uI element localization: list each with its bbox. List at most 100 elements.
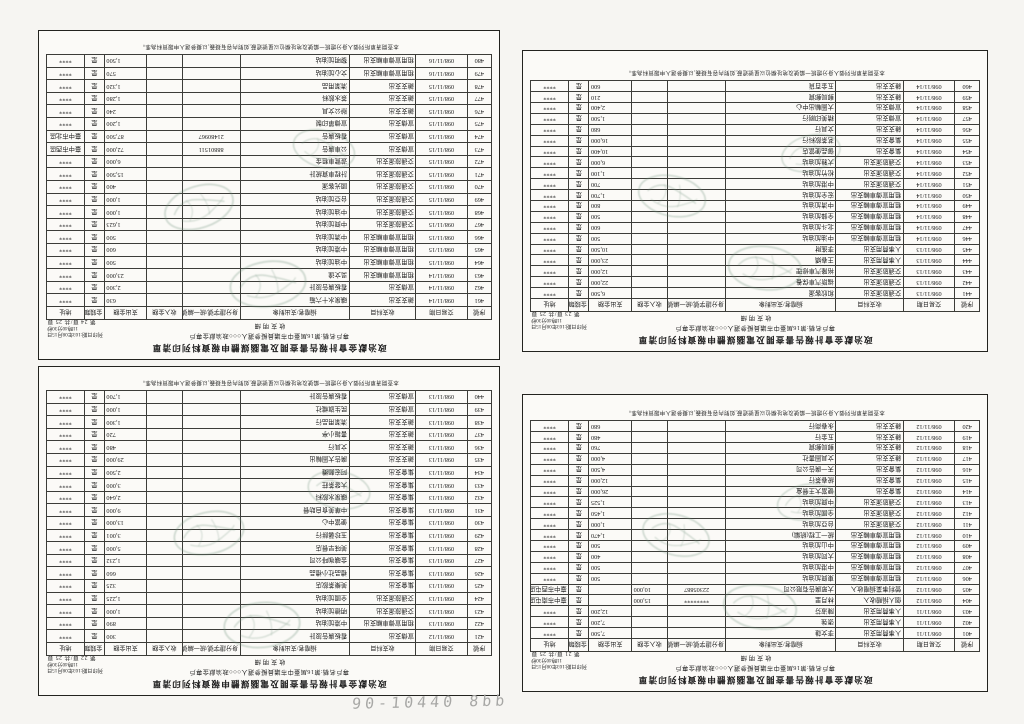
cell-money-type: 是: [84, 592, 105, 605]
ledger-row: 463 098/11/14 租用宣傳車輛支出 吳文達 23,000 是 ****: [46, 268, 492, 282]
cell-date: 098/11/13: [415, 415, 468, 429]
cell-address: ****: [530, 518, 569, 530]
cell-serial: 449: [954, 200, 980, 212]
cell-address: ****: [530, 265, 569, 277]
cell-income: [631, 431, 668, 443]
cell-category: 租用宣傳車輛支出: [835, 222, 904, 234]
col-header-payee: 捐贈者/支出對象: [240, 642, 350, 656]
cell-date: 098/11/13: [415, 390, 468, 404]
cell-category: 人事費用支出: [835, 244, 904, 255]
cell-category: 雜支支出: [349, 105, 416, 118]
cell-income: [146, 415, 183, 429]
col-header-income: 收入金額: [146, 642, 183, 656]
ledger-header-row: 序號 交易日期 收支科目 捐贈者/支出對象 身分證字號/統一編號 收入金額 支出金額 金錢類地…: [530, 298, 980, 312]
disclaimer-note: 本查閱清單所列個人身分證統一編號及地址欄位以星號遮蔽,如對內容有疑義,以擬參選人…: [139, 379, 399, 386]
cell-date: 098/11/13: [415, 503, 468, 517]
cell-category: 交通旅運支出: [349, 193, 416, 206]
cell-payee: 中港加油站: [240, 617, 350, 630]
cell-address: ****: [530, 540, 569, 552]
cell-money-type: 是: [84, 243, 105, 257]
cell-payee: 文心加油站: [240, 67, 350, 80]
cell-address: 臺中市南屯區: [530, 594, 569, 606]
cell-money-type: 是: [568, 551, 589, 563]
ledger-row: 467 098/11/15 交通旅運支出 中興加油站 1,623 是 ****: [46, 218, 492, 231]
cell-uid: [182, 453, 241, 467]
cell-serial: 465: [467, 243, 492, 257]
cell-uid: [182, 617, 241, 630]
cell-serial: 439: [467, 403, 492, 416]
cell-category: 交通旅運支出: [349, 155, 416, 168]
cell-income: [146, 554, 183, 567]
cell-address: ****: [530, 91, 569, 103]
col-header-serial: 序號: [954, 298, 980, 312]
cell-expense: 240: [104, 105, 147, 118]
cell-payee: 張強: [725, 616, 836, 628]
cell-date: 098/11/14: [903, 102, 955, 114]
ledger-row: 430 098/11/13 集會支出 便當中心 13,000 是 ****: [46, 516, 492, 530]
cell-date: 098/11/15: [415, 205, 468, 219]
cell-payee: 大雅加油站: [725, 156, 836, 168]
cell-uid: [182, 428, 241, 441]
cell-income: [146, 579, 183, 593]
cell-expense: 1,700: [588, 189, 632, 201]
ledger-header-row: 序號 交易日期 收支科目 捐贈者/支出對象 身分證字號/統一編號 收入金額 支出金額 金錢類地…: [530, 638, 980, 652]
cell-category: 集會支出: [349, 566, 416, 580]
cell-money-type: 是: [568, 222, 589, 234]
cell-money-type: 是: [84, 281, 105, 294]
cell-serial: 414: [954, 486, 980, 497]
cell-serial: 421: [467, 629, 492, 643]
cell-payee: 黎明加油站: [240, 54, 350, 68]
cell-expense: 500: [104, 256, 147, 269]
cell-money-type: 是: [84, 67, 105, 80]
cell-uid: [667, 211, 726, 223]
cell-money-type: 是: [84, 529, 105, 542]
cell-money-type: 是: [568, 80, 589, 92]
cell-expense: 700: [588, 178, 632, 190]
cell-income: [631, 616, 668, 628]
cell-category: 租用宣傳車輛支出: [835, 200, 904, 212]
cell-uid: [667, 233, 726, 245]
cell-category: 交通旅運支出: [835, 287, 904, 299]
cell-date: 098/11/14: [903, 167, 955, 179]
cell-uid: [667, 276, 726, 288]
cell-date: 098/11/13: [903, 276, 955, 288]
cell-expense: 13,000: [104, 516, 147, 530]
cell-serial: 412: [954, 507, 980, 519]
cell-uid: [182, 415, 241, 429]
ledger-row: 419 098/11/12 雜支支出 五金行 480 是 ****: [530, 431, 980, 443]
cell-category: 雜支支出: [835, 91, 904, 103]
cell-category: 宣傳支出: [835, 102, 904, 114]
ledger-row: 427 098/11/13 集會支出 金礦咖啡公司 1,232 是 ****: [46, 554, 492, 567]
cell-income: [146, 428, 183, 441]
cell-income: [631, 178, 668, 190]
cell-money-type: 是: [84, 293, 105, 307]
cell-income: [146, 105, 183, 118]
cell-expense: 600: [588, 222, 632, 234]
cell-address: ****: [46, 92, 85, 105]
cell-expense: 800: [588, 200, 632, 212]
cell-payee: 便當大王餐盒: [725, 486, 836, 497]
cell-uid: [667, 244, 726, 255]
ledger-row: 448 098/11/14 租用宣傳車輛支出 全鋒加油站 500 是 ****: [530, 211, 980, 223]
cell-address: ****: [46, 105, 85, 118]
cell-category: 集會支出: [835, 486, 904, 497]
cell-income: [631, 627, 668, 639]
cell-date: 098/11/14: [903, 135, 955, 147]
cell-payee: 中興加油站: [725, 496, 836, 508]
disclaimer-note: 本查閱清單所列個人身分證統一編號及地址欄位以星號遮蔽,如對內容有疑義,以擬參選人…: [625, 69, 885, 76]
cell-payee: 全國加油站: [725, 507, 836, 519]
cell-income: [146, 466, 183, 479]
cell-uid: [182, 516, 241, 530]
cell-category: 租用宣傳車輛支出: [349, 256, 416, 269]
cell-income: 10,000: [631, 584, 668, 595]
cell-category: 交通旅運支出: [349, 167, 416, 181]
ledger-row: 425 098/11/13 集會支出 美樂茶飲店 325 是 ****: [46, 579, 492, 593]
cell-money-type: 是: [568, 254, 589, 266]
page-content: 政治獻金會計報告書查閱及電腦媒體申報資料列印清單 專戶名稱:第16屆臺中市議員擬參…: [523, 395, 987, 691]
cell-category: 集會支出: [349, 466, 416, 479]
cell-expense: 500: [104, 230, 147, 244]
ledger-table: 序號 交易日期 收支科目 捐贈者/支出對象 身分證字號/統一編號 收入金額 支出金額 金錢類地…: [530, 420, 980, 652]
page-number: 第 21 頁/共 25 頁: [531, 650, 580, 656]
cell-payee: 明德加油站: [240, 604, 350, 618]
cell-money-type: 是: [568, 518, 589, 530]
